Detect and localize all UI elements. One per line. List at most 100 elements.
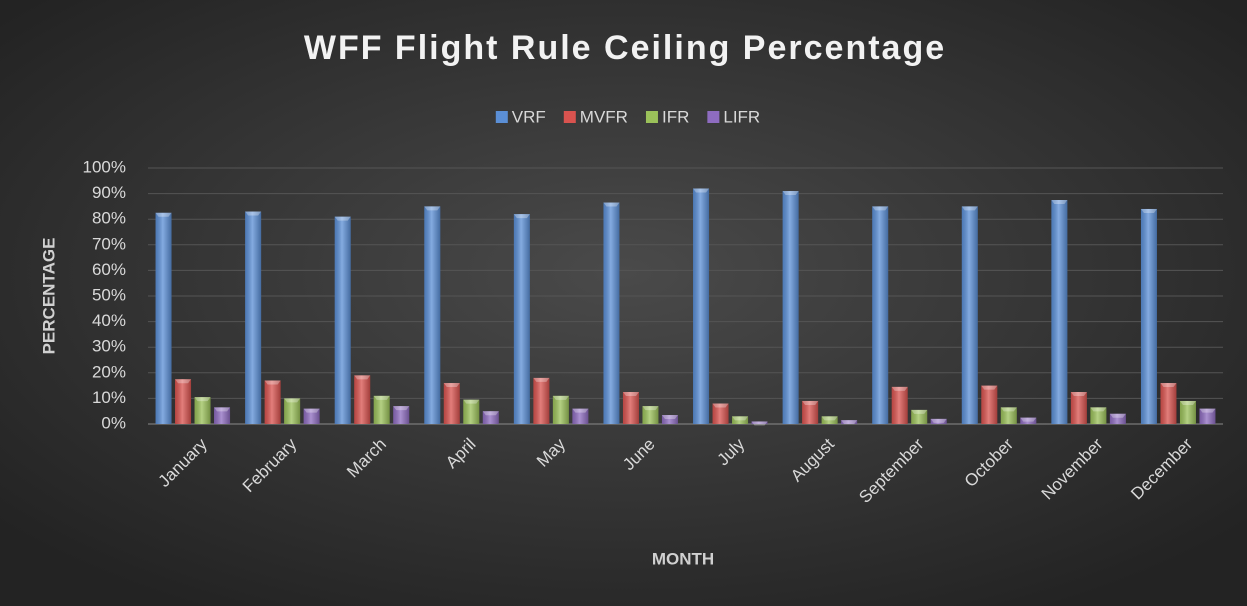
- bar-shade: [782, 191, 799, 424]
- bar-cap: [155, 212, 172, 217]
- bar-shade: [284, 398, 301, 424]
- bar-shade: [463, 399, 480, 424]
- bar-shade: [373, 395, 390, 424]
- bar-cap: [1160, 383, 1177, 388]
- bar-cap: [1020, 417, 1037, 422]
- y-tick-label: 80%: [92, 209, 126, 228]
- x-axis-title: MONTH: [652, 549, 714, 568]
- legend-label: IFR: [662, 107, 689, 126]
- bar-shade: [732, 416, 749, 424]
- bar-shade: [821, 416, 838, 424]
- bar-shade: [264, 380, 281, 424]
- bar-cap: [1199, 408, 1216, 413]
- bar-shade: [155, 212, 172, 424]
- bar-cap: [821, 416, 838, 421]
- bar-cap: [245, 211, 262, 216]
- bar-shade: [1199, 408, 1216, 424]
- bar-cap: [1109, 413, 1126, 418]
- bar-cap: [1140, 208, 1157, 213]
- bar-cap: [802, 400, 819, 405]
- bar-cap: [693, 188, 710, 193]
- bar-shade: [1179, 400, 1196, 424]
- bar-cap: [1000, 407, 1017, 412]
- bar-shade: [603, 202, 620, 424]
- legend-item: MVFR: [563, 107, 628, 126]
- bar-cap: [284, 398, 301, 403]
- bar-shade: [214, 407, 231, 424]
- legend-item: LIFR: [707, 107, 760, 126]
- legend-swatch: [563, 111, 576, 123]
- y-tick-label: 50%: [92, 285, 126, 304]
- bar-cap: [463, 399, 480, 404]
- bar-shade: [482, 411, 499, 424]
- bar-cap: [264, 380, 281, 385]
- bar-cap: [622, 392, 639, 396]
- bar-shade: [911, 409, 928, 424]
- bar-shade: [891, 386, 908, 424]
- bar-shade: [334, 216, 351, 424]
- bar-shade: [393, 406, 410, 424]
- bar-shade: [1090, 407, 1107, 424]
- bar-cap: [373, 395, 390, 400]
- bar-cap: [334, 216, 351, 221]
- legend-label: VRF: [512, 107, 546, 126]
- bar-shade: [424, 206, 441, 424]
- bar-cap: [751, 421, 768, 426]
- y-tick-label: 10%: [92, 388, 126, 407]
- bar-cap: [303, 408, 320, 413]
- bar-shade: [712, 403, 729, 424]
- bar-shade: [303, 408, 320, 424]
- bar-shade: [552, 395, 569, 424]
- bar-cap: [712, 403, 729, 408]
- bar-shade: [1140, 208, 1157, 424]
- bar-cap: [1070, 392, 1087, 396]
- legend-swatch: [645, 111, 658, 123]
- bar-cap: [732, 416, 749, 421]
- y-tick-label: 0%: [101, 413, 126, 432]
- bar-shade: [661, 415, 678, 424]
- bar-cap: [1090, 407, 1107, 412]
- bar-cap: [513, 214, 530, 219]
- bar-cap: [552, 395, 569, 400]
- bar-shade: [572, 408, 589, 424]
- legend-swatch: [707, 111, 720, 123]
- bar-shade: [194, 397, 211, 424]
- bar-shade: [175, 379, 192, 424]
- bar-shade: [1051, 200, 1068, 424]
- bar-shade: [1000, 407, 1017, 424]
- bar-cap: [1051, 200, 1068, 204]
- bar-cap: [214, 407, 231, 412]
- y-tick-label: 40%: [92, 311, 126, 330]
- legend-item: VRF: [495, 107, 546, 126]
- bar-cap: [354, 375, 371, 380]
- bar-cap: [424, 206, 441, 211]
- y-axis-title: PERCENTAGE: [39, 238, 58, 355]
- legend-label: MVFR: [580, 107, 628, 126]
- bar-cap: [443, 383, 460, 388]
- bar-cap: [930, 418, 947, 423]
- y-tick-label: 20%: [92, 362, 126, 381]
- bar-cap: [1179, 400, 1196, 405]
- bar-cap: [911, 409, 928, 414]
- bar-cap: [661, 415, 678, 420]
- y-tick-label: 100%: [83, 157, 126, 176]
- bar-cap: [981, 385, 998, 390]
- legend-swatch: [495, 111, 508, 123]
- bar-shade: [961, 206, 978, 424]
- y-tick-label: 90%: [92, 183, 126, 202]
- y-tick-label: 30%: [92, 337, 126, 356]
- y-tick-label: 60%: [92, 260, 126, 279]
- bar-shade: [642, 406, 659, 424]
- bar-cap: [841, 420, 858, 425]
- bar-cap: [194, 397, 211, 402]
- legend-item: IFR: [645, 107, 689, 126]
- bar-shade: [872, 206, 889, 424]
- bar-shade: [1020, 417, 1037, 424]
- bar-cap: [891, 386, 908, 391]
- bar-cap: [961, 206, 978, 211]
- bar-shade: [981, 385, 998, 424]
- bar-shade: [533, 377, 550, 424]
- bar-cap: [533, 377, 550, 382]
